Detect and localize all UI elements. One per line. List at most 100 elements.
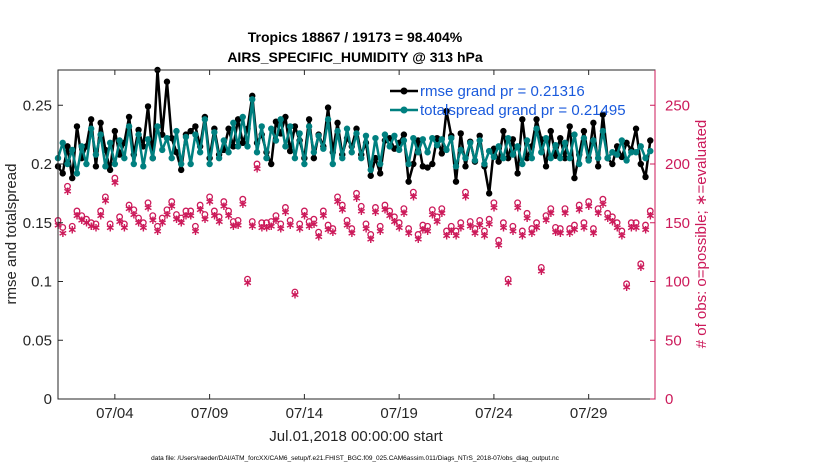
totalspread-point (144, 136, 152, 143)
totalspread-point (462, 154, 469, 162)
obs-possible-marker (286, 216, 294, 224)
rmse-point (163, 78, 171, 85)
obs-evaluated-marker: ∗ (631, 220, 641, 234)
totalspread-point (523, 137, 531, 144)
obs-evaluated-marker: ∗ (413, 232, 423, 246)
obs-possible-marker (158, 214, 166, 222)
obs-possible-marker (457, 219, 465, 227)
rmse-point (561, 154, 569, 162)
totalspread-point (121, 154, 128, 162)
obs-evaluated-marker: ∗ (124, 201, 134, 215)
obs-evaluated-marker: ∗ (498, 220, 508, 234)
obs-possible-marker (154, 222, 161, 230)
rmse-point (642, 173, 649, 181)
obs-evaluated-marker: ∗ (351, 191, 361, 205)
totalspread-point (83, 160, 90, 168)
totalspread-point (500, 154, 507, 162)
obs-evaluated-marker: ∗ (115, 214, 125, 228)
totalspread-point (135, 131, 142, 138)
obs-possible-marker (187, 207, 195, 215)
obs-possible-marker (466, 218, 474, 226)
x-axis-label: Jul.01,2018 00:00:00 start (269, 428, 443, 445)
obs-evaluated-marker: ∗ (456, 220, 466, 234)
obs-evaluated-marker: ∗ (337, 203, 347, 217)
obs-evaluated-marker: ∗ (257, 220, 267, 234)
totalspread-point (177, 160, 185, 168)
rmse-point (429, 160, 436, 168)
totalspread-point (585, 157, 592, 164)
obs-evaluated-marker: ∗ (209, 209, 219, 223)
obs-evaluated-marker: ∗ (399, 206, 409, 220)
rmse-point (547, 127, 554, 135)
obs-evaluated-marker: ∗ (261, 220, 271, 234)
legend: rmse grand pr = 0.21316 totalspread gran… (390, 83, 626, 119)
rmse-point (305, 116, 313, 123)
obs-evaluated-marker: ∗ (361, 221, 371, 235)
obs-evaluated-marker: ∗ (81, 216, 91, 230)
obs-possible-marker (390, 213, 398, 221)
rmse-point (571, 174, 578, 182)
obs-possible-marker (234, 216, 242, 224)
totalspread-point (73, 170, 81, 177)
rmse-point (73, 123, 81, 130)
totalspread-point (552, 142, 559, 149)
totalspread-point (225, 149, 232, 156)
rmse-point (135, 126, 142, 134)
obs-possible-marker (82, 215, 90, 223)
obs-evaluated-marker: ∗ (152, 224, 162, 238)
totalspread-point (69, 146, 76, 154)
obs-evaluated-marker: ∗ (62, 184, 72, 198)
totalspread-point (59, 139, 66, 147)
obs-evaluated-marker: ∗ (394, 220, 404, 234)
obs-possible-marker (409, 188, 417, 196)
rmse-point (334, 119, 341, 127)
totalspread-point (116, 137, 123, 144)
totalspread-point (320, 145, 327, 152)
obs-evaluated-marker: ∗ (119, 220, 129, 234)
rmse-point (187, 127, 194, 135)
rmse-point (552, 152, 559, 159)
obs-evaluated-marker: ∗ (484, 217, 494, 231)
totalspread-point (249, 96, 256, 103)
obs-evaluated-marker: ∗ (366, 232, 376, 246)
legend-spread-label: totalspread grand pr = 0.21495 (420, 102, 626, 119)
rmse-point (523, 154, 531, 162)
obs-possible-marker (244, 275, 251, 283)
obs-possible-marker (428, 206, 436, 214)
totalspread-point (239, 113, 246, 121)
totalspread-point (528, 154, 536, 162)
rmse-point (168, 134, 175, 142)
y-right-tick-label: 0 (665, 391, 673, 408)
totalspread-point (637, 143, 644, 150)
rmse-point (495, 158, 502, 165)
obs-possible-marker (315, 228, 323, 236)
totalspread-point (130, 160, 138, 168)
y-left-tick-label: 0.1 (31, 274, 52, 291)
x-tick-label: 07/19 (380, 405, 418, 422)
obs-evaluated-marker: ∗ (96, 209, 106, 223)
obs-possible-marker (523, 209, 531, 217)
obs-possible-marker (447, 222, 455, 230)
totalspread-point (613, 151, 621, 158)
data-file-footer: data file: /Users/raeder/DAI/ATM_forcXX/… (151, 455, 560, 462)
obs-possible-marker (130, 206, 138, 214)
obs-evaluated-marker: ∗ (328, 225, 338, 239)
obs-possible-marker (163, 206, 171, 214)
obs-evaluated-marker: ∗ (143, 200, 153, 214)
obs-possible-marker (566, 225, 574, 233)
obs-evaluated-marker: ∗ (181, 209, 191, 223)
totalspread-point (230, 119, 237, 127)
obs-evaluated-marker: ∗ (460, 190, 470, 204)
obs-evaluated-marker: ∗ (465, 219, 475, 233)
legend-rmse-marker (400, 87, 408, 95)
obs-evaluated-marker: ∗ (314, 230, 324, 244)
obs-possible-marker (499, 219, 507, 227)
obs-possible-marker (177, 214, 185, 222)
y-axis-left-label: rmse and totalspread (3, 164, 20, 305)
obs-possible-marker (452, 227, 460, 235)
obs-evaluated-marker: ∗ (541, 213, 551, 227)
totalspread-point (301, 160, 308, 168)
obs-possible-marker (424, 222, 432, 230)
obs-evaluated-marker: ∗ (607, 214, 617, 228)
totalspread-point (324, 116, 332, 123)
